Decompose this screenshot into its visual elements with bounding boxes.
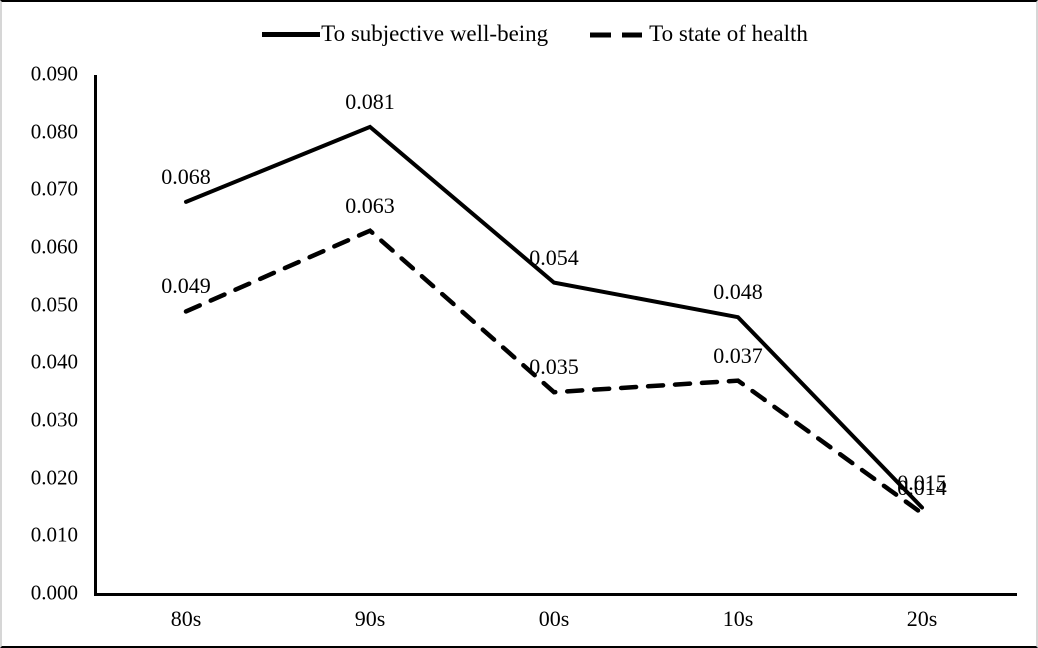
data-point-label: 0.048 bbox=[713, 279, 763, 305]
y-tick-label: 0.070 bbox=[30, 176, 78, 201]
y-tick-label: 0.090 bbox=[30, 61, 78, 86]
legend-item-state-of-health: To state of health bbox=[590, 20, 808, 48]
data-point-label: 0.015 bbox=[897, 469, 947, 495]
solid-line-swatch bbox=[262, 31, 321, 37]
series-line-dashed bbox=[183, 228, 925, 516]
y-tick-label: 0.060 bbox=[30, 234, 78, 259]
legend-item-subjective-well-being: To subjective well-being bbox=[262, 20, 548, 48]
legend-label: To state of health bbox=[649, 21, 808, 46]
data-point-label: 0.081 bbox=[345, 88, 395, 114]
data-point-label: 0.054 bbox=[529, 244, 579, 270]
y-tick-label: 0.030 bbox=[30, 407, 78, 432]
data-point-label: 0.037 bbox=[713, 342, 763, 368]
legend: To subjective well-being To state of hea… bbox=[18, 20, 1036, 48]
x-tick-label: 20s bbox=[906, 606, 938, 631]
y-tick-label: 0.080 bbox=[30, 119, 78, 144]
y-tick-label: 0.000 bbox=[30, 580, 78, 605]
series-line-solid bbox=[184, 124, 924, 510]
data-point-label: 0.014 bbox=[897, 475, 947, 501]
y-tick-label: 0.020 bbox=[30, 465, 78, 490]
legend-label: To subjective well-being bbox=[321, 21, 549, 46]
x-tick-label: 00s bbox=[538, 606, 570, 631]
data-point-label: 0.049 bbox=[161, 273, 211, 299]
data-point-label: 0.035 bbox=[529, 354, 579, 380]
x-tick-label: 80s bbox=[170, 606, 202, 631]
dashed-line-swatch bbox=[590, 25, 643, 43]
data-point-label: 0.063 bbox=[345, 192, 395, 218]
y-tick-label: 0.050 bbox=[30, 292, 78, 317]
x-tick-label: 90s bbox=[354, 606, 386, 631]
y-tick-label: 0.040 bbox=[30, 349, 78, 374]
x-tick-label: 10s bbox=[722, 606, 754, 631]
data-point-label: 0.068 bbox=[161, 163, 211, 189]
y-tick-label: 0.010 bbox=[30, 522, 78, 547]
